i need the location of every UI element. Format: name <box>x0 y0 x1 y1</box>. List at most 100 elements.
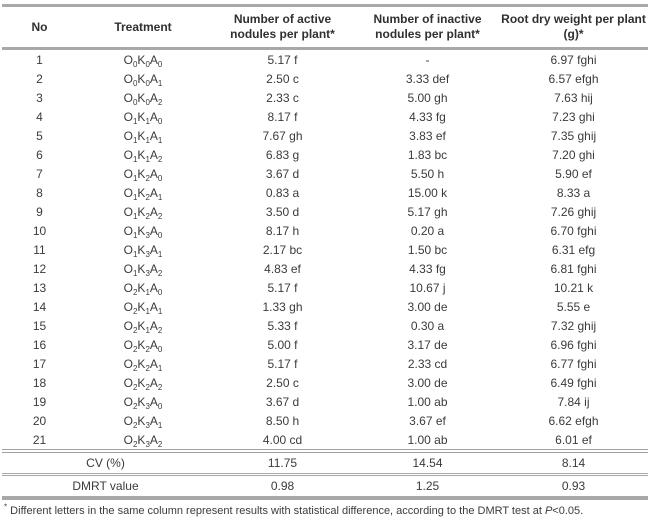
active-nodules-value: 5.00 f <box>267 337 298 352</box>
row-number: 12 <box>32 261 47 276</box>
treatment-subscript: 1 <box>145 306 150 316</box>
inactive-nodules-value: 3.00 de <box>407 299 448 314</box>
treatment-subscript: 3 <box>145 439 150 449</box>
table-row: 4 O1K1A0 8.17 f 4.33 fg 7.23 ghi <box>2 107 648 126</box>
summary-inactive-value: 1.25 <box>415 479 440 493</box>
treatment-subscript: 0 <box>132 97 138 107</box>
row-number: 3 <box>36 90 43 105</box>
root-dry-weight-value: 6.57 efgh <box>548 71 599 86</box>
table-row: 15 O2K1A2 5.33 f 0.30 a 7.32 ghij <box>2 316 648 335</box>
table-row: 11 O1K3A1 2.17 bc 1.50 bc 6.31 efg <box>2 240 648 259</box>
treatment-subscript: 1 <box>157 249 163 259</box>
treatment-subscript: 3 <box>145 420 150 430</box>
treatment-subscript: 3 <box>145 230 150 240</box>
root-dry-weight-value: 5.90 ef <box>555 166 592 181</box>
treatment-subscript: 2 <box>157 382 163 392</box>
active-nodules-value: 8.17 f <box>267 109 298 124</box>
treatment-subscript: 2 <box>132 382 138 392</box>
treatment-subscript: 2 <box>132 344 138 354</box>
root-dry-weight-value: 6.70 fghi <box>550 223 597 238</box>
row-number: 1 <box>36 52 43 67</box>
treatment-subscript: 2 <box>157 439 163 449</box>
summary-label: CV (%) <box>86 456 125 470</box>
inactive-nodules-value: 1.83 bc <box>407 147 448 162</box>
treatment-subscript: 2 <box>157 97 163 107</box>
table-row: 8 O1K2A1 0.83 a 15.00 k 8.33 a <box>2 183 648 202</box>
treatment-subscript: 1 <box>132 230 138 240</box>
active-nodules-value: 5.17 f <box>267 52 298 67</box>
col-header-active-nodules: Number of active nodules per plant* <box>230 12 335 41</box>
treatment-code: O1K3A2 <box>123 261 163 278</box>
treatment-code: O2K3A0 <box>123 394 163 411</box>
root-dry-weight-value: 7.23 ghi <box>552 109 595 124</box>
treatment-subscript: 2 <box>145 382 150 392</box>
treatment-subscript: 2 <box>132 287 138 297</box>
col-header-root-dry-weight: Root dry weight per plant (g)* <box>501 12 646 41</box>
summary-root-value: 0.93 <box>561 479 586 493</box>
treatment-subscript: 2 <box>145 173 150 183</box>
treatment-subscript: 1 <box>145 287 150 297</box>
treatment-code: O2K1A2 <box>123 318 163 335</box>
treatment-subscript: 2 <box>157 268 163 278</box>
footnote-p-value: <0.05. <box>552 505 584 517</box>
treatment-subscript: 1 <box>157 135 163 145</box>
table-row: 3 O0K0A2 2.33 c 5.00 gh 7.63 hij <box>2 88 648 107</box>
active-nodules-value: 3.67 d <box>265 166 300 181</box>
treatment-subscript: 0 <box>157 230 163 240</box>
root-dry-weight-value: 7.35 ghij <box>550 128 597 143</box>
root-dry-weight-value: 6.62 efgh <box>548 413 599 428</box>
inactive-nodules-value: 3.33 def <box>405 71 450 86</box>
treatment-subscript: 1 <box>145 135 150 145</box>
root-dry-weight-value: 6.77 fghi <box>550 356 597 371</box>
row-number: 7 <box>36 166 43 181</box>
treatment-code: O1K1A2 <box>123 147 163 164</box>
results-table: No Treatment Number of active nodules pe… <box>2 4 648 500</box>
treatment-subscript: 2 <box>132 420 138 430</box>
treatment-code: O1K2A0 <box>123 166 163 183</box>
table-row: 20 O2K3A1 8.50 h 3.67 ef 6.62 efgh <box>2 411 648 430</box>
root-dry-weight-value: 8.33 a <box>556 185 591 200</box>
treatment-code: O1K2A1 <box>123 185 163 202</box>
treatment-subscript: 2 <box>145 211 150 221</box>
treatment-subscript: 2 <box>157 325 163 335</box>
treatment-subscript: 1 <box>132 135 138 145</box>
col-header-no: No <box>31 19 48 34</box>
inactive-nodules-value: - <box>425 52 430 67</box>
treatment-subscript: 2 <box>132 363 138 373</box>
inactive-nodules-value: 5.50 h <box>410 166 445 181</box>
treatment-subscript: 1 <box>145 116 150 126</box>
table-row: 1 O0K0A0 5.17 f - 6.97 fghi <box>2 49 648 70</box>
inactive-nodules-value: 4.33 fg <box>409 109 446 124</box>
active-nodules-value: 6.83 g <box>265 147 300 162</box>
root-dry-weight-value: 6.49 fghi <box>550 375 597 390</box>
inactive-nodules-value: 1.00 ab <box>407 432 448 447</box>
active-nodules-value: 8.17 h <box>265 223 300 238</box>
treatment-subscript: 1 <box>157 420 163 430</box>
table-body: 1 O0K0A0 5.17 f - 6.97 fghi 2 O0K0A1 2.50 c 3.33… <box>2 49 648 452</box>
table-row: 13 O2K1A0 5.17 f 10.67 j 10.21 k <box>2 278 648 297</box>
root-dry-weight-value: 10.21 k <box>553 280 594 295</box>
root-dry-weight-value: 7.32 ghij <box>550 318 597 333</box>
treatment-subscript: 2 <box>157 154 163 164</box>
row-number: 4 <box>36 109 43 124</box>
active-nodules-value: 0.83 a <box>265 185 300 200</box>
treatment-subscript: 0 <box>157 59 163 69</box>
table-row: 14 O2K1A1 1.33 gh 3.00 de 5.55 e <box>2 297 648 316</box>
table-row: 6 O1K1A2 6.83 g 1.83 bc 7.20 ghi <box>2 145 648 164</box>
inactive-nodules-value: 5.17 gh <box>407 204 448 219</box>
inactive-nodules-value: 5.00 gh <box>407 90 448 105</box>
active-nodules-value: 2.33 c <box>266 90 299 105</box>
row-number: 6 <box>36 147 43 162</box>
table-row: 5 O1K1A1 7.67 gh 3.83 ef 7.35 ghij <box>2 126 648 145</box>
footnote-asterisk: * <box>4 502 8 512</box>
root-dry-weight-value: 7.20 ghi <box>552 147 595 162</box>
root-dry-weight-value: 7.63 hij <box>554 90 593 105</box>
inactive-nodules-value: 15.00 k <box>407 185 448 200</box>
treatment-subscript: 1 <box>157 78 163 88</box>
treatment-subscript: 3 <box>145 401 150 411</box>
treatment-subscript: 0 <box>132 59 138 69</box>
inactive-nodules-value: 10.67 j <box>409 280 446 295</box>
inactive-nodules-value: 2.33 cd <box>407 356 448 371</box>
treatment-code: O0K0A1 <box>123 71 163 88</box>
treatment-code: O2K2A0 <box>123 337 163 354</box>
